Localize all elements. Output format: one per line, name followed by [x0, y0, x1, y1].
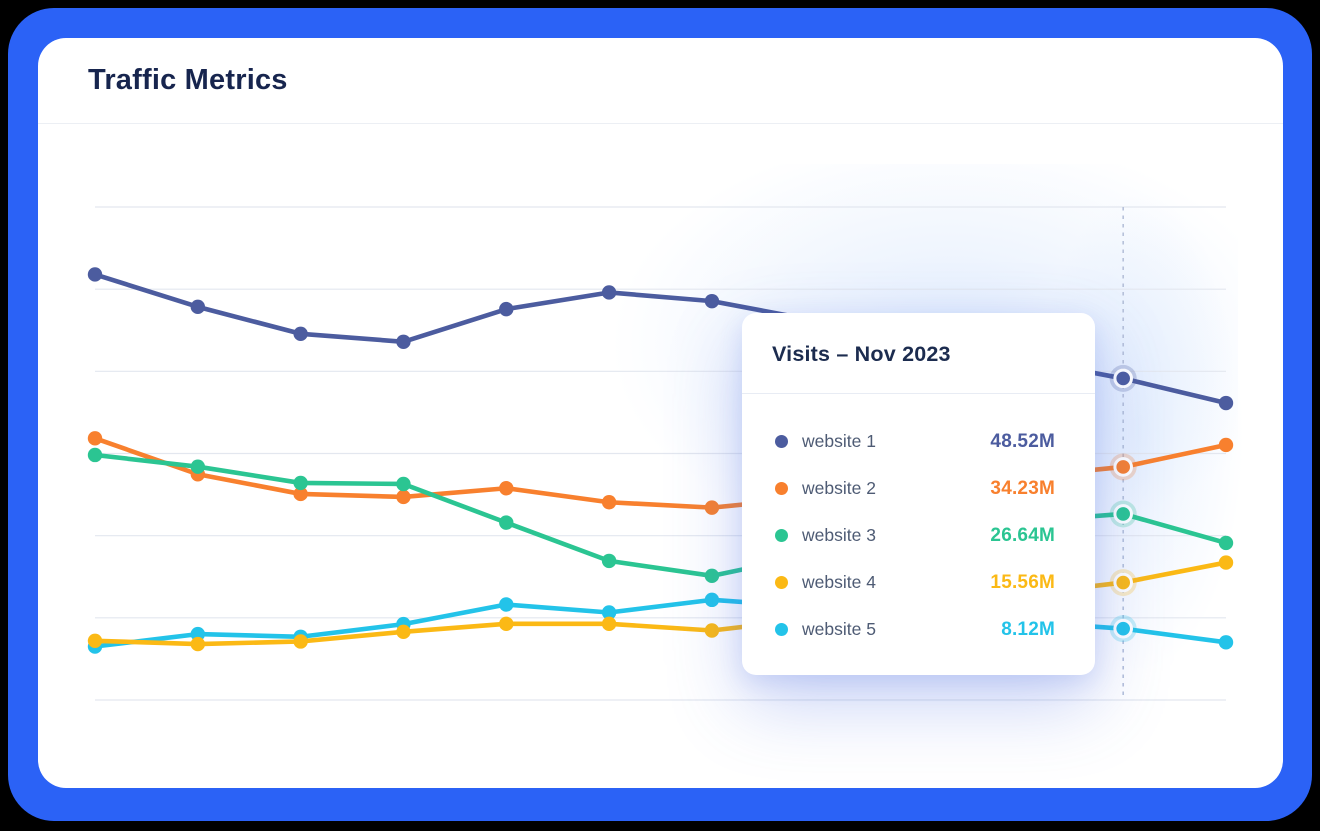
data-point-website-3-Apr-2023[interactable] [396, 476, 411, 492]
highlighted-point-website-1[interactable] [1109, 364, 1137, 392]
data-point-website-3-Dec-2023[interactable] [1218, 535, 1234, 551]
data-point-website-4-Dec-2023[interactable] [1218, 555, 1234, 570]
point-dot [1116, 371, 1130, 386]
series-label: website 3 [802, 525, 876, 545]
chart-area: Visits – Nov 2023 website 1 48.52M websi… [38, 124, 1283, 788]
series-value: 8.12M [1001, 618, 1055, 640]
data-point-website-2-Jan-2023[interactable] [87, 431, 103, 446]
highlighted-point-website-4[interactable] [1109, 569, 1137, 597]
series-value: 48.52M [990, 430, 1055, 452]
series-color-dot [775, 576, 788, 589]
data-point-website-4-Mar-2023[interactable] [293, 634, 308, 649]
tooltip-rows: website 1 48.52M website 2 34.23M websit… [742, 394, 1095, 653]
data-point-website-4-Apr-2023[interactable] [396, 624, 411, 640]
data-point-website-5-Feb-2023[interactable] [190, 626, 206, 642]
series-label: website 1 [802, 431, 876, 451]
app-frame-border: Traffic Metrics Visits – Nov 2023 websit… [8, 8, 1312, 821]
data-point-website-3-Jun-2023[interactable] [601, 553, 617, 569]
data-point-website-2-Jun-2023[interactable] [601, 495, 617, 510]
traffic-card: Traffic Metrics Visits – Nov 2023 websit… [38, 38, 1283, 788]
series-label: website 4 [802, 572, 876, 592]
tooltip-row: website 3 26.64M [775, 512, 1055, 559]
chart-tooltip: Visits – Nov 2023 website 1 48.52M websi… [742, 313, 1095, 675]
data-point-website-1-Jan-2023[interactable] [87, 267, 103, 282]
data-point-website-3-Mar-2023[interactable] [293, 475, 308, 491]
tooltip-title: Visits – Nov 2023 [772, 342, 951, 366]
highlighted-point-website-2[interactable] [1109, 453, 1137, 481]
data-point-website-4-May-2023[interactable] [499, 616, 514, 632]
series-color-dot [775, 623, 788, 636]
point-dot [1116, 460, 1130, 474]
series-value: 34.23M [990, 477, 1055, 499]
data-point-website-2-May-2023[interactable] [499, 481, 514, 496]
data-point-website-5-Dec-2023[interactable] [1218, 635, 1234, 650]
point-dot [1116, 621, 1130, 636]
data-point-website-1-Jun-2023[interactable] [601, 285, 617, 300]
series-color-dot [775, 529, 788, 542]
data-point-website-3-Feb-2023[interactable] [190, 459, 206, 474]
data-point-website-3-Jul-2023[interactable] [704, 568, 720, 584]
data-point-website-1-Apr-2023[interactable] [396, 334, 411, 349]
tooltip-row: website 1 48.52M [775, 418, 1055, 465]
data-point-website-2-Dec-2023[interactable] [1218, 437, 1234, 453]
data-point-website-1-Mar-2023[interactable] [293, 326, 308, 341]
point-dot [1116, 507, 1130, 521]
tooltip-row: website 5 8.12M [775, 606, 1055, 653]
data-point-website-4-Jun-2023[interactable] [601, 616, 617, 632]
data-point-website-4-Feb-2023[interactable] [190, 636, 206, 652]
data-point-website-3-May-2023[interactable] [499, 515, 514, 530]
data-point-website-5-May-2023[interactable] [499, 597, 514, 612]
series-value: 26.64M [990, 524, 1055, 546]
series-label: website 5 [802, 619, 876, 639]
highlighted-point-website-3[interactable] [1109, 500, 1137, 528]
series-label: website 2 [802, 478, 876, 498]
series-value: 15.56M [990, 571, 1055, 593]
tooltip-row: website 2 34.23M [775, 465, 1055, 512]
data-point-website-1-Dec-2023[interactable] [1218, 395, 1234, 411]
data-point-website-4-Jan-2023[interactable] [87, 633, 103, 648]
data-point-website-5-Jun-2023[interactable] [601, 605, 617, 620]
page-title: Traffic Metrics [88, 64, 288, 96]
card-header: Traffic Metrics [38, 38, 1283, 124]
highlighted-point-website-5[interactable] [1109, 615, 1137, 643]
series-color-dot [775, 482, 788, 495]
tooltip-row: website 4 15.56M [775, 559, 1055, 606]
series-color-dot [775, 435, 788, 448]
data-point-website-1-Feb-2023[interactable] [190, 299, 206, 315]
data-point-website-2-Apr-2023[interactable] [396, 489, 411, 505]
data-point-website-3-Jan-2023[interactable] [87, 447, 103, 463]
data-point-website-1-May-2023[interactable] [499, 301, 514, 317]
data-point-website-5-Jul-2023[interactable] [704, 592, 720, 608]
data-point-website-4-Jul-2023[interactable] [704, 623, 720, 638]
tooltip-divider [742, 393, 1095, 394]
point-dot [1116, 575, 1130, 590]
data-point-website-2-Jul-2023[interactable] [704, 500, 720, 515]
data-point-website-2-Mar-2023[interactable] [293, 486, 308, 502]
chart-canvas[interactable] [38, 124, 1283, 788]
data-point-website-1-Jul-2023[interactable] [704, 293, 720, 309]
